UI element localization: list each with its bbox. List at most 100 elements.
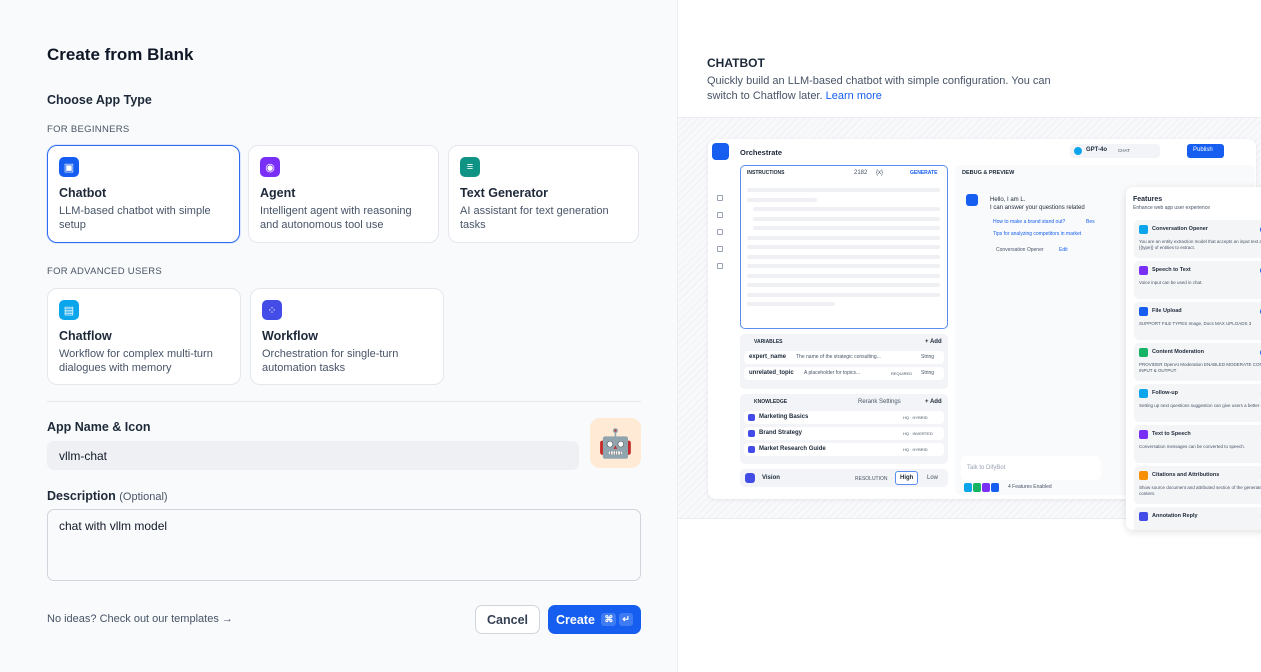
feature-card: Speech to Text Voice input can be used in… [1134, 261, 1261, 299]
mock-text: Publish [1193, 147, 1213, 153]
feature-name: Text to Speech [1152, 431, 1191, 437]
card-description: Workflow for complex multi-turn dialogue… [59, 348, 213, 374]
mock-text: Tips for analyzing competitors in market [993, 231, 1082, 237]
mock-text: 4 Features Enabled [1008, 484, 1052, 490]
app-type-card-agent[interactable]: ◉ Agent Intelligent agent with reasoning a… [248, 145, 439, 243]
placeholder-line [747, 254, 940, 259]
description-textarea[interactable]: chat with vllm model [47, 509, 641, 581]
feature-description: You are an entity extraction model that … [1139, 239, 1261, 250]
mock-model-selector [1070, 144, 1160, 158]
choose-app-type-label: Choose App Type [47, 93, 152, 107]
app-icon-picker[interactable]: 🤖 [590, 418, 641, 468]
mock-chat-input [961, 456, 1101, 480]
bot-avatar [966, 194, 978, 206]
mock-text: Marketing Basics [759, 414, 809, 420]
feature-name: Follow-up [1152, 390, 1178, 396]
placeholder-line [747, 292, 940, 297]
mock-sidebar-icon [717, 195, 723, 201]
mock-text: GPT-4o [1086, 147, 1108, 153]
mock-text: How to make a brand stand out? [993, 219, 1066, 225]
mock-sidebar-icon [717, 229, 723, 235]
chatflow-icon: ▤ [59, 300, 79, 320]
model-icon [1074, 147, 1082, 155]
mock-text: + Add [925, 339, 942, 345]
dataset-icon [748, 430, 755, 437]
feature-card: Text to Speech Conversation messages can … [1134, 425, 1261, 463]
feature-card: Annotation Reply [1134, 507, 1261, 530]
feature-icon [1139, 225, 1148, 234]
mock-text: String [921, 370, 935, 376]
text-generator-icon: ≡ [460, 157, 480, 177]
workflow-icon: ⁘ [262, 300, 282, 320]
agent-icon: ◉ [260, 157, 280, 177]
mock-text: HQ · HYBRID [903, 447, 928, 452]
app-name-input[interactable]: vllm-chat [47, 441, 579, 470]
mock-text: High [900, 475, 914, 481]
mock-text: VARIABLES [754, 339, 783, 345]
preview-image: Orchestrate GPT-4o CHAT Publish INSTRUCTIONS… [678, 117, 1261, 530]
page-title: Create from Blank [47, 45, 194, 64]
mock-text: Bes [1086, 219, 1095, 225]
app-type-card-chatbot[interactable]: ▣ Chatbot LLM-based chatbot with simple se… [47, 145, 240, 243]
knowledge-row [744, 411, 944, 424]
feature-card: File Upload SUPPORT FILE TYPES Image, Doc… [1134, 302, 1261, 340]
placeholder-line [747, 245, 940, 249]
mock-text: REQUIRED [891, 371, 913, 376]
learn-more-link[interactable]: Learn more [825, 90, 882, 102]
mock-high-button [895, 471, 918, 485]
placeholder-line [747, 188, 940, 192]
mock-sidebar-icon [717, 246, 723, 252]
feature-icon [1139, 471, 1148, 480]
feature-description: Conversation messages can be converted t… [1139, 444, 1246, 449]
mock-text: Enhance web app user experience [1133, 205, 1210, 211]
feature-name: Speech to Text [1152, 267, 1191, 273]
placeholder-line [747, 197, 817, 202]
feature-description: Voice input can be used in chat. [1139, 280, 1203, 285]
preview-heading: CHATBOT [707, 56, 765, 70]
create-form-panel: Create from Blank Choose App Type FOR BE… [47, 45, 641, 634]
mock-text: Rerank Settings [858, 399, 901, 405]
feature-description: PROVIDER OpenAI Moderation ENABLED MODER… [1139, 362, 1261, 373]
divider [47, 401, 641, 402]
feature-name: Annotation Reply [1152, 513, 1198, 519]
knowledge-row [744, 443, 944, 456]
app-type-card-workflow[interactable]: ⁘ Workflow Orchestration for single-turn a… [250, 288, 444, 385]
variable-row [744, 351, 944, 364]
mock-text: Orchestrate [740, 148, 783, 157]
feature-card: Follow-up Setting up next questions sugge… [1134, 384, 1261, 422]
mock-text: Low [927, 475, 939, 481]
templates-link[interactable]: No ideas? Check out our templates → [47, 613, 233, 625]
feature-name: File Upload [1152, 308, 1182, 314]
mock-sidebar-icon [717, 263, 723, 269]
feature-description: Show source document and attributed sect… [1139, 485, 1261, 496]
mock-text: A placeholder for topics... [804, 370, 861, 376]
mock-text: INSTRUCTIONS [747, 170, 785, 176]
placeholder-line [747, 235, 940, 240]
vision-icon [745, 473, 755, 483]
feature-icon [1139, 389, 1148, 398]
feature-name: Content Moderation [1152, 349, 1204, 355]
mock-text: Brand Strategy [759, 430, 803, 436]
card-description: AI assistant for text generation tasks [460, 205, 609, 231]
mock-text: + Add [925, 399, 942, 405]
feature-description: Setting up next questions suggestion can… [1139, 403, 1261, 408]
app-type-card-text-generator[interactable]: ≡ Text Generator AI assistant for text gen… [448, 145, 639, 243]
feature-description: SUPPORT FILE TYPES Image, Docs MAX UPLOA… [1139, 321, 1252, 326]
feature-icon [1139, 348, 1148, 357]
mock-text: CHAT [1118, 148, 1130, 153]
mock-text: Talk to DifyBot [967, 465, 1006, 471]
app-type-card-chatflow[interactable]: ▤ Chatflow Workflow for complex multi-turn… [47, 288, 241, 385]
mock-text: RESOLUTION [855, 476, 888, 482]
mock-text: HQ · INVERTED [903, 431, 933, 436]
create-button[interactable]: Create ⌘ ↵ [548, 605, 641, 634]
placeholder-line [753, 207, 940, 211]
mock-text: GENERATE [910, 170, 938, 176]
cancel-button[interactable]: Cancel [475, 605, 540, 634]
variable-row [744, 367, 944, 380]
feature-name: Citations and Attributions [1152, 472, 1220, 478]
mock-sidebar-icon [717, 212, 723, 218]
card-title: Chatbot [59, 186, 107, 200]
mock-text: Conversation Opener [996, 247, 1044, 253]
feature-icon [1139, 430, 1148, 439]
mock-publish-button [1187, 144, 1224, 158]
